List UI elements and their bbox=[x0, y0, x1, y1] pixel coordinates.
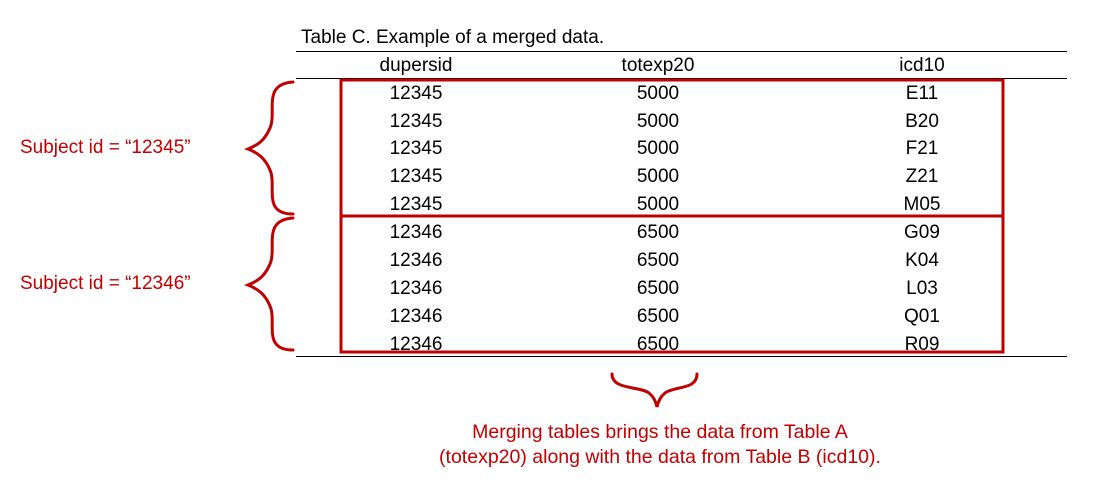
cell-dupersid: 12345 bbox=[389, 83, 443, 104]
cell-icd10: M05 bbox=[903, 194, 941, 215]
table-caption: Table C. Example of a merged data. bbox=[301, 27, 605, 48]
cell-dupersid: 12345 bbox=[389, 194, 443, 215]
cell-totexp20: 5000 bbox=[636, 83, 680, 104]
table-bottom-rule bbox=[296, 356, 1067, 357]
cell-icd10: G09 bbox=[904, 222, 940, 243]
merge-note-line-2: (totexp20) along with the data from Tabl… bbox=[439, 446, 881, 468]
cell-totexp20: 5000 bbox=[636, 166, 680, 187]
cell-icd10: L03 bbox=[906, 278, 938, 299]
cell-icd10: B20 bbox=[905, 111, 939, 132]
cell-dupersid: 12345 bbox=[389, 166, 443, 187]
subject-label-12345: Subject id = “12345” bbox=[20, 137, 191, 158]
bottom-brace bbox=[610, 372, 699, 408]
table-top-rule bbox=[296, 51, 1067, 52]
left-brace-12346 bbox=[243, 216, 295, 352]
subject-label-12346: Subject id = “12346” bbox=[20, 273, 191, 294]
cell-icd10: Z21 bbox=[905, 166, 939, 187]
cell-totexp20: 5000 bbox=[636, 138, 680, 159]
cell-dupersid: 12346 bbox=[389, 306, 443, 327]
cell-totexp20: 6500 bbox=[636, 222, 680, 243]
cell-dupersid: 12346 bbox=[389, 222, 443, 243]
cell-dupersid: 12346 bbox=[389, 250, 443, 271]
cell-totexp20: 5000 bbox=[636, 111, 680, 132]
cell-icd10: R09 bbox=[904, 334, 940, 355]
cell-totexp20: 6500 bbox=[636, 278, 680, 299]
cell-totexp20: 6500 bbox=[636, 334, 680, 355]
cell-icd10: F21 bbox=[905, 138, 939, 159]
merge-note-line-1: Merging tables brings the data from Tabl… bbox=[472, 421, 848, 443]
cell-dupersid: 12345 bbox=[389, 111, 443, 132]
column-header-dupersid: dupersid bbox=[379, 55, 453, 76]
column-header-totexp20: totexp20 bbox=[621, 55, 695, 76]
header-rule bbox=[296, 78, 1067, 79]
cell-totexp20: 6500 bbox=[636, 306, 680, 327]
left-brace-12345 bbox=[243, 80, 295, 216]
cell-icd10: Q01 bbox=[904, 306, 940, 327]
cell-totexp20: 6500 bbox=[636, 250, 680, 271]
cell-dupersid: 12345 bbox=[389, 138, 443, 159]
cell-dupersid: 12346 bbox=[389, 278, 443, 299]
cell-totexp20: 5000 bbox=[636, 194, 680, 215]
column-header-icd10: icd10 bbox=[899, 55, 945, 76]
cell-dupersid: 12346 bbox=[389, 334, 443, 355]
cell-icd10: E11 bbox=[905, 83, 939, 104]
cell-icd10: K04 bbox=[905, 250, 939, 271]
